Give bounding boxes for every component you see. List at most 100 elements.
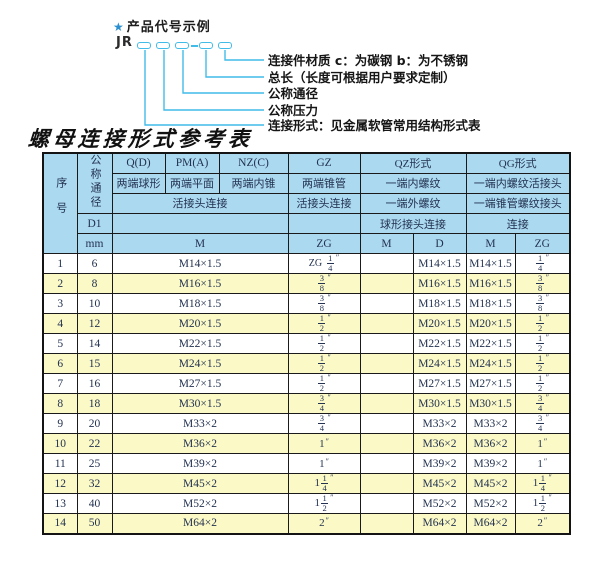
- cell-qg-m: M22×1.5: [465, 333, 516, 354]
- cell-qz-d: M18×1.5: [412, 293, 467, 314]
- cell-m: M39×2: [111, 453, 289, 474]
- cell-qz-d: M64×2: [412, 513, 467, 534]
- header-nominal-diameter: 公称通径: [76, 152, 113, 214]
- cell-zg-left: 1 2 ″: [287, 373, 361, 394]
- cell-zg-right: 1 2 ″: [514, 373, 571, 394]
- cell-m: M20×1.5: [111, 313, 289, 334]
- cell-qz-m: [359, 273, 414, 294]
- cell-m: M64×2: [111, 513, 289, 534]
- table-row: 9 20 M33×2 3 4 ″ M33×2 M33×2 3 4 ″: [42, 413, 571, 434]
- cell-zg-right: 3 4 ″: [514, 413, 571, 434]
- cell-seq: 14: [42, 513, 78, 534]
- header-d1: D1: [76, 213, 113, 234]
- cell-qz-m: [359, 293, 414, 314]
- table-row: 8 18 M30×1.5 3 4 ″ M30×1.5 M30×1.5 3 4 ″: [42, 393, 571, 414]
- cell-mm: 10: [76, 293, 113, 314]
- cell-m: M22×1.5: [111, 333, 289, 354]
- nut-connection-reference-table: 序号 公称通径 Q(D) PM(A) NZ(C) GZ QZ形式 QG形式 两端…: [42, 152, 571, 535]
- cell-m: M27×1.5: [111, 373, 289, 394]
- cell-qz-d: M20×1.5: [412, 313, 467, 334]
- code-box-5: [218, 42, 232, 49]
- header-pm: PM(A): [164, 152, 220, 174]
- cell-qg-m: M52×2: [465, 493, 516, 514]
- cell-qz-d: M22×1.5: [412, 333, 467, 354]
- cell-mm: 18: [76, 393, 113, 414]
- cell-m: M14×1.5: [111, 253, 289, 274]
- table-title: 螺母连接形式参考表: [27, 127, 254, 151]
- cell-m: M18×1.5: [111, 293, 289, 314]
- table-row: 5 14 M22×1.5 1 2 ″ M22×1.5 M22×1.5 1 2 ″: [42, 333, 571, 354]
- cell-seq: 9: [42, 413, 78, 434]
- cell-qz-d: M27×1.5: [412, 373, 467, 394]
- header-m3: M: [465, 233, 516, 254]
- cell-zg-left: 1 1 4 ″: [287, 473, 361, 494]
- cell-seq: 10: [42, 433, 78, 454]
- cell-zg-left: ZG 1 4 ″: [287, 253, 361, 274]
- cell-qz-m: [359, 353, 414, 374]
- diagram-title: ★ 产品代号示例: [113, 16, 211, 35]
- cell-mm: 16: [76, 373, 113, 394]
- cell-mm: 40: [76, 493, 113, 514]
- header-pm-desc: 两端平面: [164, 172, 220, 194]
- label-nominal-pressure: 公称压力: [268, 103, 319, 118]
- cell-seq: 6: [42, 353, 78, 374]
- cell-m: M24×1.5: [111, 353, 289, 374]
- cell-qg-m: M24×1.5: [465, 353, 516, 374]
- cell-qz-m: [359, 373, 414, 394]
- cell-zg-right: 1 2 ″: [514, 353, 571, 374]
- cell-seq: 13: [42, 493, 78, 514]
- cell-qz-d: M14×1.5: [412, 253, 467, 274]
- cell-qz-m: [359, 393, 414, 414]
- cell-mm: 20: [76, 413, 113, 434]
- cell-qz-m: [359, 453, 414, 474]
- cell-seq: 2: [42, 273, 78, 294]
- header-d: D: [412, 233, 467, 254]
- cell-qz-d: M24×1.5: [412, 353, 467, 374]
- header-blank-left: [111, 213, 289, 234]
- header-q-desc: 两端球形: [111, 172, 166, 194]
- header-nz: NZ(C): [218, 152, 289, 174]
- cell-zg-left: 1″: [287, 453, 361, 474]
- cell-qg-m: M20×1.5: [465, 313, 516, 334]
- cell-zg-right: 1 2 ″: [514, 333, 571, 354]
- diagram-title-text: 产品代号示例: [126, 20, 211, 35]
- cell-zg-left: 2″: [287, 513, 361, 534]
- code-separator-dash-icon: [191, 45, 198, 47]
- product-code-prefix: JR: [116, 35, 133, 50]
- cell-zg-right: 2″: [514, 513, 571, 534]
- cell-qg-m: M14×1.5: [465, 253, 516, 274]
- cell-zg-left: 3 8 ″: [287, 293, 361, 314]
- cell-seq: 5: [42, 333, 78, 354]
- cell-seq: 11: [42, 453, 78, 474]
- cell-zg-left: 1 2 ″: [287, 333, 361, 354]
- cell-qg-m: M27×1.5: [465, 373, 516, 394]
- cell-m: M36×2: [111, 433, 289, 454]
- cell-zg-right: 1 1 2 ″: [514, 493, 571, 514]
- cell-mm: 32: [76, 473, 113, 494]
- header-q: Q(D): [111, 152, 166, 174]
- connector-lines: [144, 50, 264, 126]
- cell-qz-d: M52×2: [412, 493, 467, 514]
- cell-zg-left: 3 4 ″: [287, 393, 361, 414]
- cell-qg-m: M33×2: [465, 413, 516, 434]
- cell-qz-m: [359, 433, 414, 454]
- table-row: 2 8 M16×1.5 3 8 ″ M16×1.5 M16×1.5 3 8 ″: [42, 273, 571, 294]
- cell-mm: 6: [76, 253, 113, 274]
- cell-zg-right: 3 8 ″: [514, 293, 571, 314]
- header-zg1: ZG: [287, 233, 361, 254]
- label-connector-material: 连接件材质 c：为碳钢 b：为不锈钢: [268, 53, 469, 68]
- cell-zg-right: 1″: [514, 433, 571, 454]
- cell-qz-d: M30×1.5: [412, 393, 467, 414]
- header-seq: 序号: [42, 152, 78, 254]
- cell-mm: 25: [76, 453, 113, 474]
- table-header: 序号 公称通径 Q(D) PM(A) NZ(C) GZ QZ形式 QG形式 两端…: [42, 152, 571, 254]
- cell-seq: 7: [42, 373, 78, 394]
- cell-qg-m: M18×1.5: [465, 293, 516, 314]
- cell-mm: 12: [76, 313, 113, 334]
- cell-qg-m: M39×2: [465, 453, 516, 474]
- cell-seq: 1: [42, 253, 78, 274]
- cell-m: M30×1.5: [111, 393, 289, 414]
- cell-qg-m: M64×2: [465, 513, 516, 534]
- cell-mm: 50: [76, 513, 113, 534]
